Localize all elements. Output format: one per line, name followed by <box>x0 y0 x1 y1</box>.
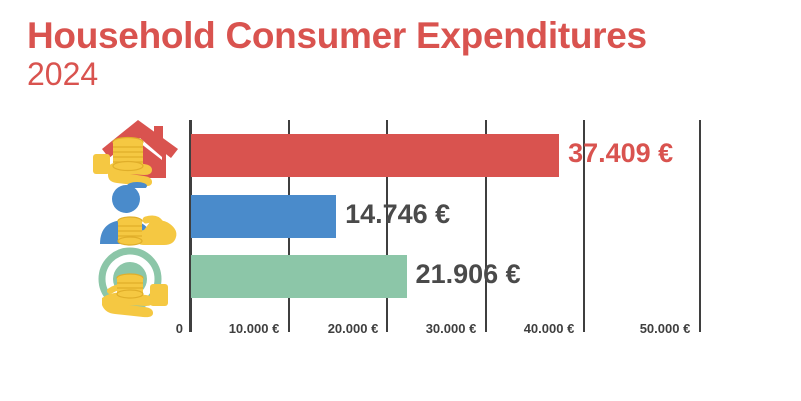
x-tick-label-50000: 50.000 € <box>639 321 691 336</box>
y-axis-line <box>189 120 192 332</box>
title-block: Household Consumer Expenditures 2024 <box>27 16 767 93</box>
gridline-50000 <box>699 120 701 332</box>
page-subtitle: 2024 <box>27 55 99 92</box>
x-tick-label-10000: 10.000 € <box>228 321 280 336</box>
page-title: Household Consumer Expenditures <box>27 15 647 56</box>
ring-coins-icon <box>88 246 186 318</box>
bar-value-label-person: 14.746 € <box>345 199 451 229</box>
gridline-40000 <box>583 120 585 332</box>
bar-other <box>191 255 407 298</box>
person-coins-icon <box>88 182 186 254</box>
x-tick-label-30000: 30.000 € <box>425 321 477 336</box>
x-tick-label-0: 0 <box>175 321 183 336</box>
bar-housing <box>191 134 560 177</box>
bar-person <box>191 195 337 238</box>
bar-value-label-other: 21.906 € <box>415 259 521 289</box>
gridline-20000 <box>386 120 388 332</box>
x-tick-label-20000: 20.000 € <box>327 321 379 336</box>
house-coins-icon <box>88 116 186 188</box>
gridline-30000 <box>485 120 487 332</box>
bar-value-label-housing: 37.409 € <box>568 138 674 168</box>
x-tick-label-40000: 40.000 € <box>523 321 575 336</box>
